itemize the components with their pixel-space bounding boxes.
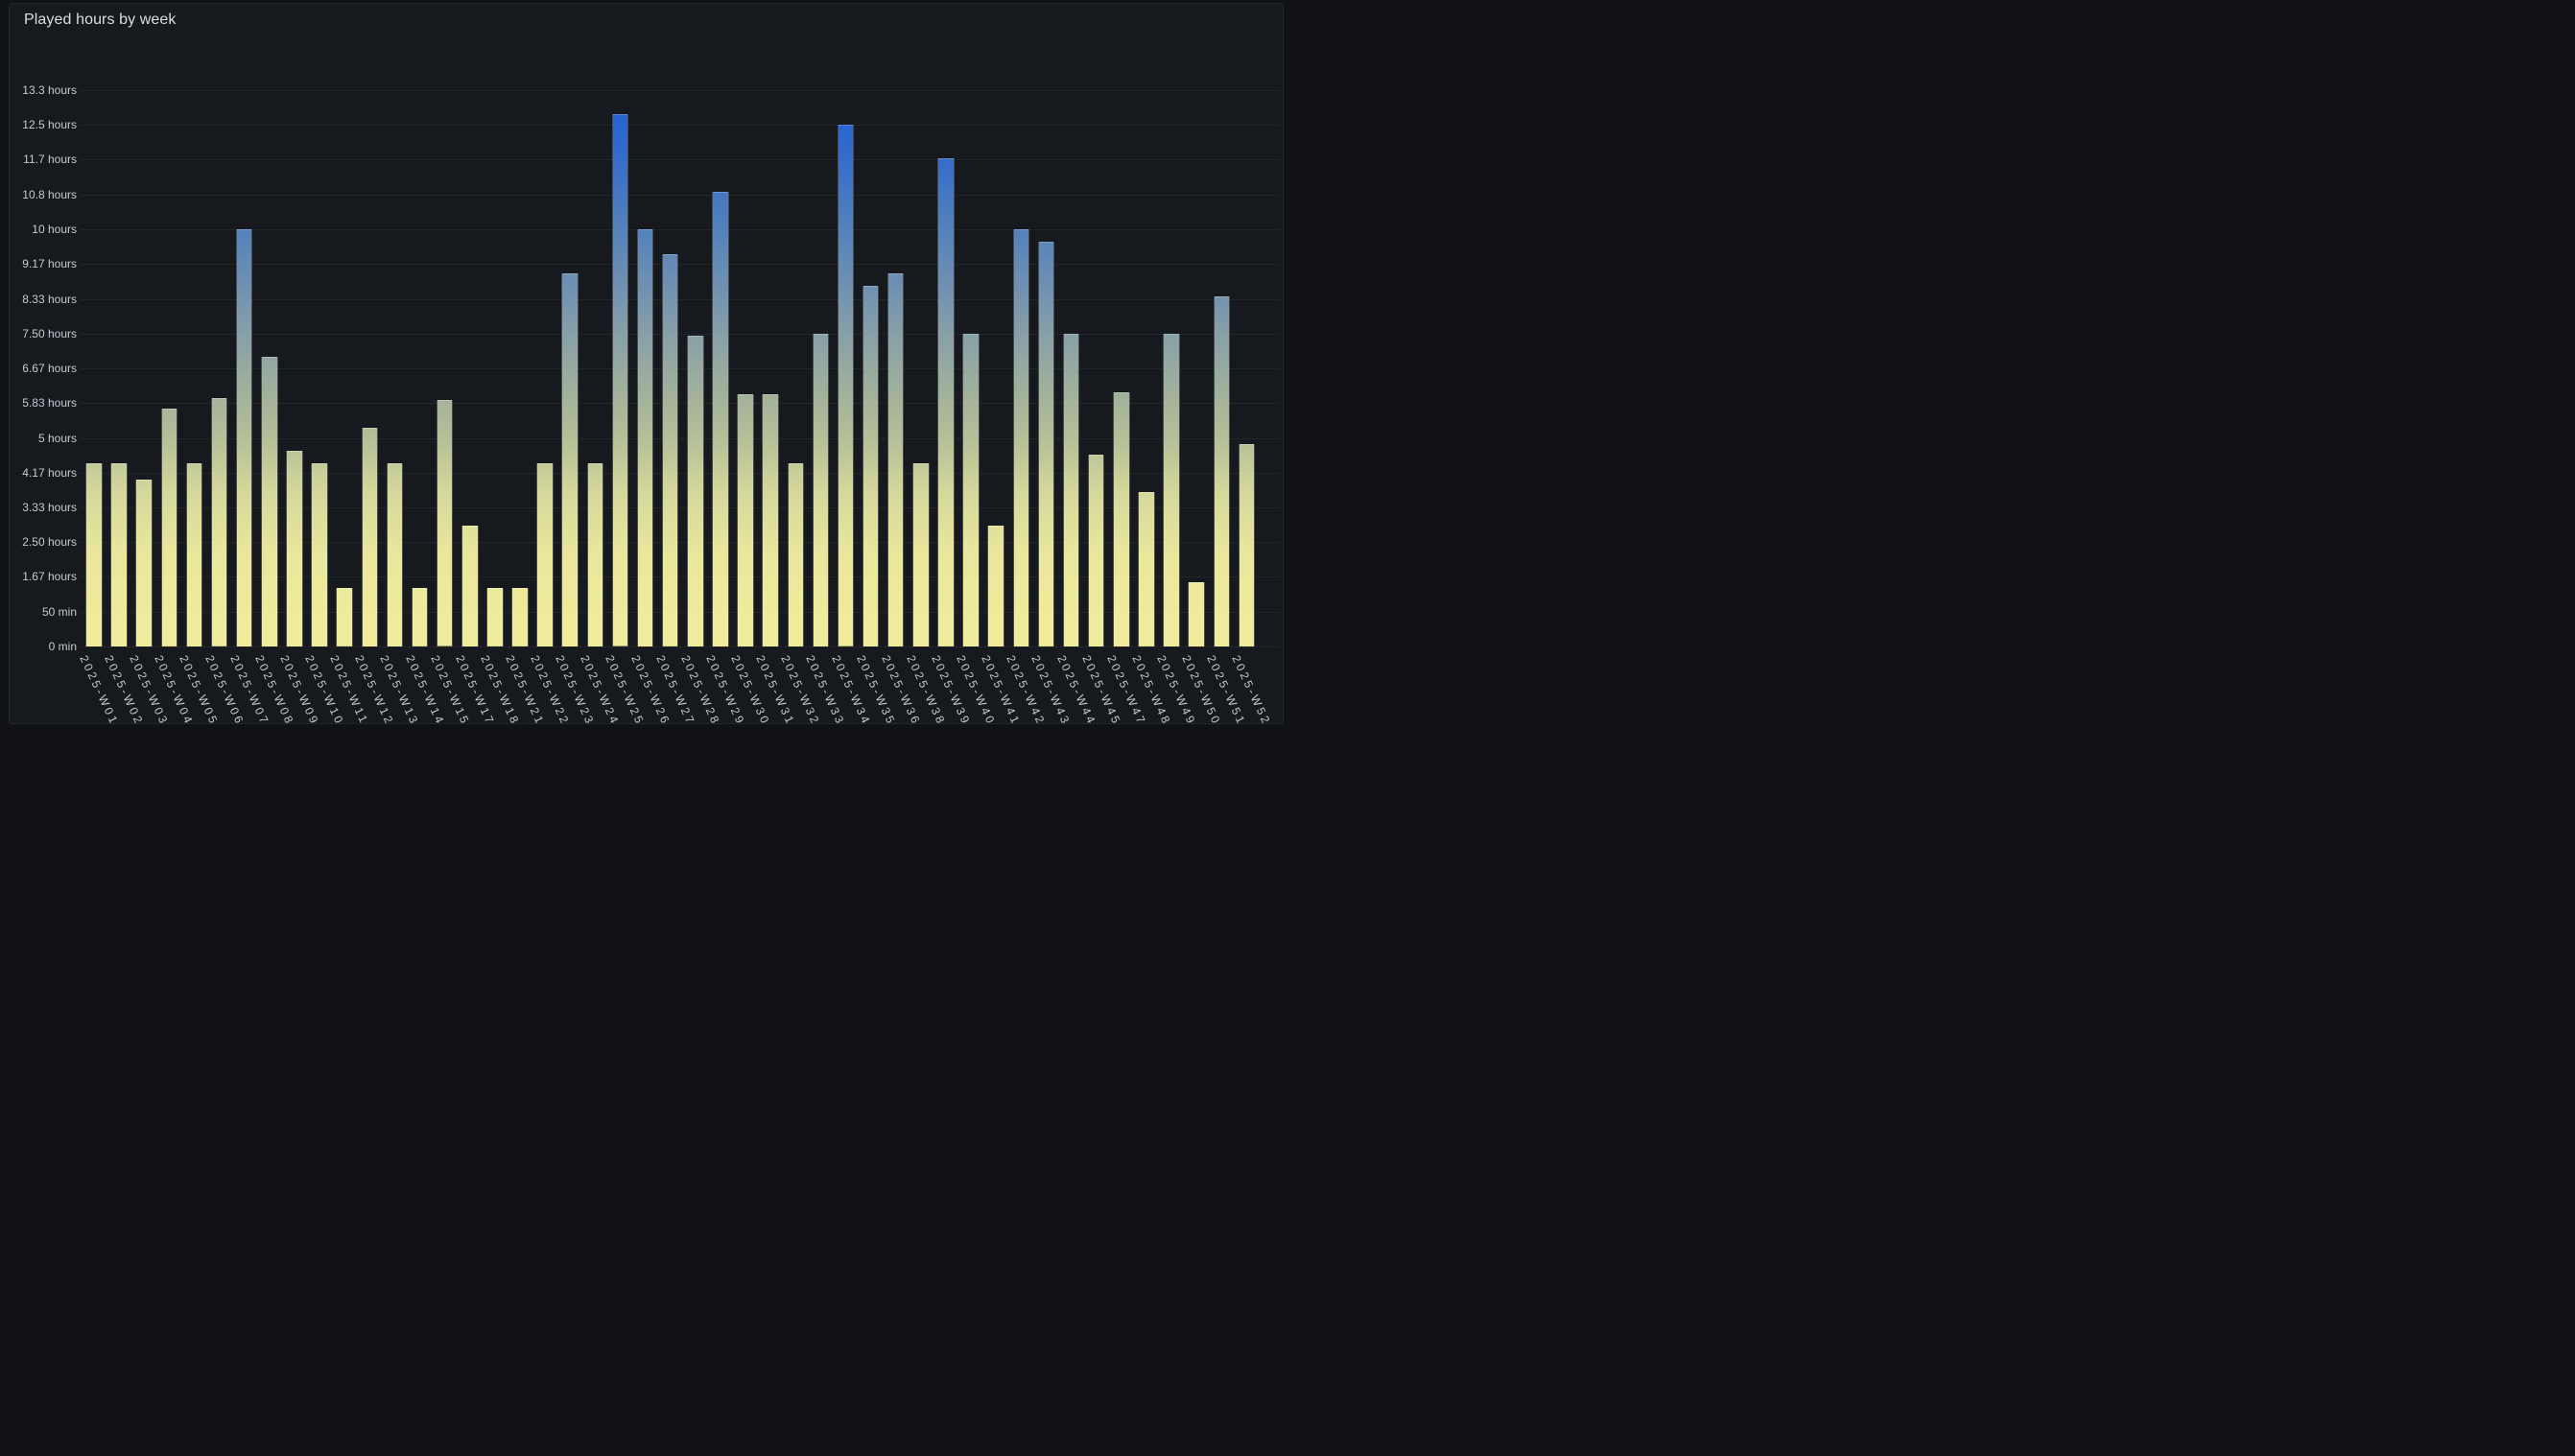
y-tick-label: 11.7 hours <box>23 153 77 167</box>
bar-2025-W09[interactable] <box>286 450 303 646</box>
bar-2025-W06[interactable] <box>210 398 228 646</box>
gridline <box>81 403 1280 405</box>
gridline <box>81 229 1280 230</box>
y-tick-label: 1.67 hours <box>22 570 77 584</box>
bar-2025-W10[interactable] <box>311 462 328 646</box>
bar-2025-W12[interactable] <box>361 427 379 646</box>
bar-2025-W14[interactable] <box>411 588 429 646</box>
bar-2025-W32[interactable] <box>787 462 805 646</box>
gridline <box>81 298 1280 300</box>
gridline <box>81 264 1280 266</box>
y-tick-label: 12.5 hours <box>22 118 77 132</box>
bar-2025-W23[interactable] <box>561 272 579 646</box>
bar-2025-W51[interactable] <box>1213 295 1230 646</box>
bar-2025-W39[interactable] <box>937 158 955 646</box>
bar-2025-W38[interactable] <box>912 462 930 646</box>
bar-2025-W47[interactable] <box>1113 391 1130 646</box>
y-tick-label: 5 hours <box>37 431 77 445</box>
bar-2025-W30[interactable] <box>737 393 754 646</box>
bar-2025-W05[interactable] <box>185 462 203 646</box>
bar-2025-W34[interactable] <box>837 125 855 646</box>
bar-2025-W25[interactable] <box>611 114 629 646</box>
dashboard-page: Played hours by week 0 min 50 min 1.67 hou… <box>0 0 1288 728</box>
bar-2025-W48[interactable] <box>1138 492 1155 646</box>
y-tick-label: 13.3 hours <box>22 83 77 97</box>
gridline <box>81 542 1280 544</box>
y-tick-label: 3.33 hours <box>22 501 77 514</box>
gridline <box>81 125 1280 127</box>
bar-2025-W04[interactable] <box>160 409 178 646</box>
gridline <box>81 646 1280 647</box>
y-tick-label: 10 hours <box>32 223 77 236</box>
bar-2025-W27[interactable] <box>661 254 679 646</box>
bar-2025-W40[interactable] <box>962 333 980 646</box>
bar-2025-W13[interactable] <box>386 462 404 646</box>
bar-2025-W36[interactable] <box>886 272 905 646</box>
bar-2025-W01[interactable] <box>85 462 103 646</box>
gridline <box>81 367 1280 369</box>
gridline <box>81 90 1280 91</box>
y-tick-label: 5.83 hours <box>22 396 77 411</box>
y-tick-label: 9.17 hours <box>22 257 77 271</box>
bar-2025-W28[interactable] <box>687 335 704 646</box>
bar-2025-W07[interactable] <box>235 229 253 646</box>
bar-2025-W41[interactable] <box>987 525 1004 646</box>
y-tick-label: 8.33 hours <box>22 292 77 306</box>
bar-2025-W18[interactable] <box>486 588 504 646</box>
bar-2025-W44[interactable] <box>1062 333 1080 646</box>
y-tick-label: 10.8 hours <box>22 187 77 201</box>
bar-2025-W15[interactable] <box>436 400 454 646</box>
y-tick-label: 4.17 hours <box>22 465 77 480</box>
bar-2025-W42[interactable] <box>1012 229 1030 646</box>
y-tick-label: 6.67 hours <box>22 361 77 375</box>
gridline <box>81 472 1280 474</box>
bar-2025-W08[interactable] <box>261 356 278 646</box>
panel-title[interactable]: Played hours by week <box>24 12 177 28</box>
y-tick-label: 0 min <box>48 640 77 653</box>
bar-2025-W22[interactable] <box>536 462 554 646</box>
bar-2025-W45[interactable] <box>1087 454 1105 646</box>
bar-2025-W29[interactable] <box>712 191 729 646</box>
gridline <box>81 194 1280 196</box>
bar-2025-W50[interactable] <box>1188 581 1205 646</box>
bar-2025-W33[interactable] <box>812 333 830 646</box>
bar-2025-W21[interactable] <box>511 588 529 646</box>
bar-2025-W43[interactable] <box>1037 242 1055 646</box>
y-tick-label: 50 min <box>41 604 77 619</box>
y-tick-label: 2.50 hours <box>22 535 77 550</box>
bar-2025-W31[interactable] <box>762 393 779 646</box>
gridline <box>81 437 1280 439</box>
y-tick-label: 7.50 hours <box>22 326 77 341</box>
bar-2025-W26[interactable] <box>636 229 654 646</box>
bar-2025-W52[interactable] <box>1238 444 1256 646</box>
bar-2025-W11[interactable] <box>336 588 353 646</box>
gridline <box>81 576 1280 578</box>
bar-2025-W24[interactable] <box>586 462 604 646</box>
bar-2025-W17[interactable] <box>461 525 479 646</box>
bar-2025-W35[interactable] <box>862 285 880 646</box>
gridline <box>81 159 1280 161</box>
bar-2025-W02[interactable] <box>110 462 128 646</box>
gridline <box>81 507 1280 508</box>
bar-2025-W03[interactable] <box>135 480 153 646</box>
bar-2025-W49[interactable] <box>1163 333 1180 646</box>
gridline <box>81 333 1280 335</box>
played-hours-panel: Played hours by week 0 min 50 min 1.67 hou… <box>9 3 1284 724</box>
gridline <box>81 611 1280 613</box>
